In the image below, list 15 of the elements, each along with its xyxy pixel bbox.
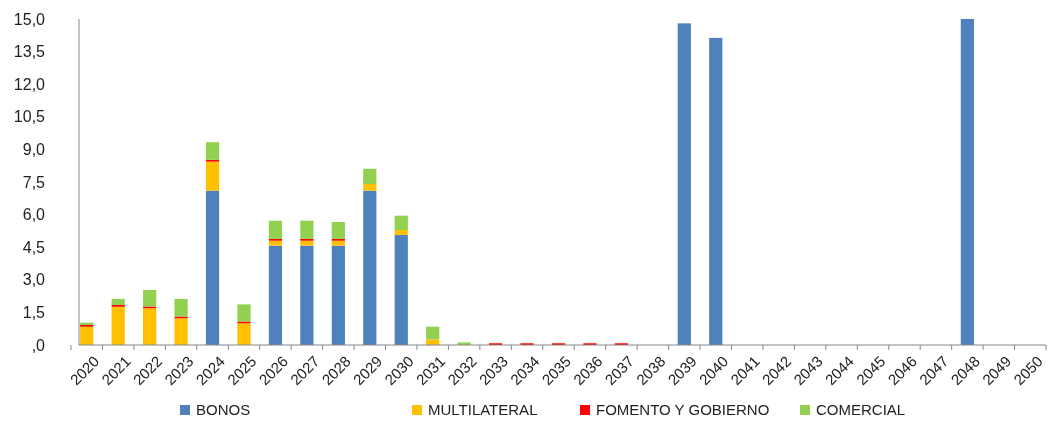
y-tick-label: 13,5 xyxy=(13,43,46,61)
legend-label: COMERCIAL xyxy=(816,401,906,419)
y-tick-label: ,0 xyxy=(31,336,46,354)
y-tick-label: 15,0 xyxy=(13,10,46,28)
y-tick-label: 4,5 xyxy=(22,238,46,256)
legend-label: MULTILATERAL xyxy=(428,401,538,419)
legend-label: BONOS xyxy=(196,401,251,419)
y-tick-label: 10,5 xyxy=(13,108,46,126)
y-tick-label: 9,0 xyxy=(22,141,46,158)
legend-label: FOMENTO Y GOBIERNO xyxy=(596,401,770,419)
y-tick-label: 6,0 xyxy=(22,206,46,224)
y-tick-label: 3,0 xyxy=(22,271,46,289)
y-tick-label: 12,0 xyxy=(13,75,46,93)
y-tick-label: 1,5 xyxy=(22,304,46,321)
y-tick-label: 7,5 xyxy=(22,173,46,191)
